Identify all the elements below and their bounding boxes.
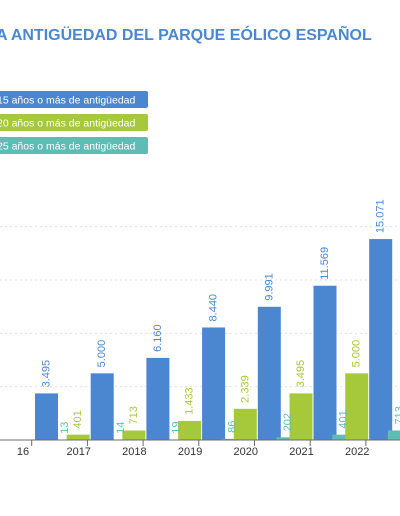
data-label: 8.440 [208,294,220,322]
bar [220,438,244,440]
x-tick-label: 2018 [122,446,146,458]
data-label: 14 [115,422,127,434]
legend-label: 15 años o más de antigüedad [0,95,136,107]
bar [276,437,300,440]
bar [233,408,257,440]
bar [257,306,281,440]
data-label: 15.071 [375,199,387,233]
bar [35,393,58,440]
data-label: 713 [393,406,400,424]
bar [369,239,393,440]
legend-swatch [0,114,148,131]
bar [387,430,400,440]
legend-swatch [0,137,148,154]
data-label: 11.569 [319,247,331,280]
data-label: 86 [226,421,238,433]
grid [0,226,400,388]
data-label: 713 [128,406,140,424]
bar [146,357,170,440]
data-label: 2.339 [239,375,251,403]
data-label: 9.991 [263,273,275,301]
legend-label: 25 años o más de antigüedad [0,141,136,153]
bar [66,434,90,440]
bar [90,373,114,440]
data-label: 6.160 [152,324,164,352]
x-tick-labels: 162017201820192020202120222023 [17,440,369,458]
data-label: 19 [171,421,183,433]
bar [122,430,146,440]
data-label: 3.495 [295,360,307,388]
x-tick-label: 2022 [345,446,369,458]
bars [35,239,400,440]
data-label: 401 [72,410,84,428]
legend-label: 20 años o más de antigüedad [0,118,136,130]
data-label: 202 [282,413,294,431]
bar [332,434,356,440]
data-label: 401 [338,410,350,428]
bar [202,327,226,440]
legend-swatch [0,91,148,108]
x-tick-label: 2017 [66,446,90,458]
bar [178,420,202,440]
bar [289,393,313,440]
x-tick-label: 2019 [178,446,202,458]
bar [345,373,369,440]
data-label: 5.000 [96,340,108,368]
x-tick-label: 2021 [289,446,313,458]
x-tick-label: 2020 [234,446,258,458]
data-label: 13 [59,422,71,434]
data-label: 5.000 [351,340,363,368]
data-label: 1.433 [184,387,196,415]
legend: 15 años o más de antigüedad 20 años o más… [0,91,148,154]
chart-title: A ANTIGÜEDAD DEL PARQUE EÓLICO ESPAÑOL [0,24,372,44]
bar [313,285,337,440]
data-label: 3.495 [41,360,53,388]
x-tick-label: 16 [17,446,29,458]
